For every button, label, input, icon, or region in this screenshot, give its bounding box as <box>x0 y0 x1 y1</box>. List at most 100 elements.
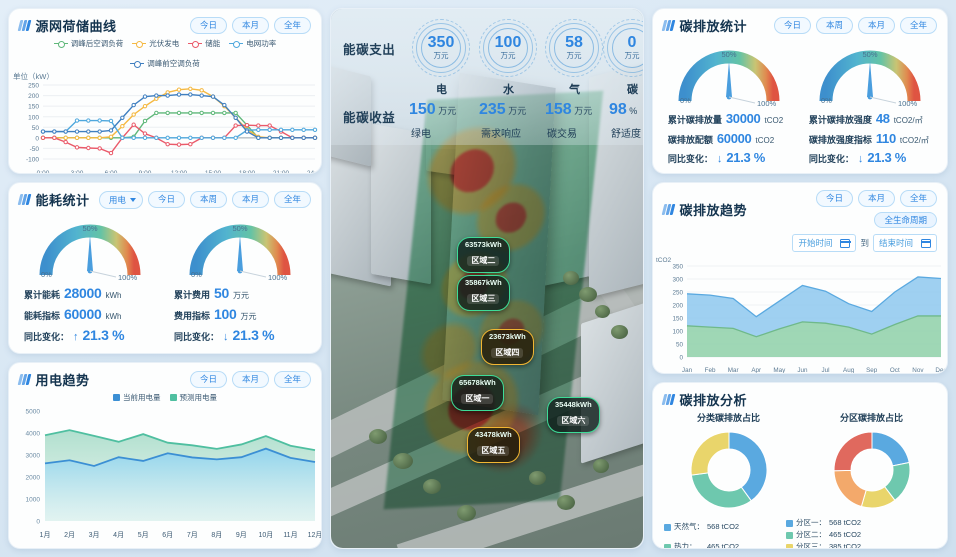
filter-week-button[interactable]: 本周 <box>189 191 227 208</box>
gauge-stat-value: 21.3 % <box>726 150 766 165</box>
svg-text:8月: 8月 <box>211 531 222 539</box>
svg-text:9:00: 9:00 <box>139 170 152 174</box>
title-bars-icon <box>661 394 675 405</box>
gauge-stat-unit: tCO2/㎡ <box>893 116 923 125</box>
tree <box>369 429 387 444</box>
svg-text:Aug: Aug <box>843 367 855 374</box>
filter-month-button[interactable]: 本月 <box>857 17 895 34</box>
filter-month-button[interactable]: 本月 <box>231 371 269 388</box>
expense-unit: 万元 <box>624 51 640 61</box>
filter-year-button[interactable]: 全年 <box>273 371 311 388</box>
zone-tag[interactable]: 65678kWh 区域一 <box>451 375 504 411</box>
expense-unit: 万元 <box>566 51 582 61</box>
panel-title: 碳排放趋势 <box>679 202 748 218</box>
start-time-input[interactable]: 开始时间 <box>792 234 857 253</box>
gauge-stats: 累计费用 50 万元 费用指标 100 万元 同比变化： ↓ 21.3 % <box>168 283 312 346</box>
legend-label: 调峰后空调负荷 <box>70 39 124 48</box>
svg-text:3:00: 3:00 <box>71 170 84 174</box>
city-block <box>581 294 643 464</box>
expense-ring: 100 万元 <box>479 19 537 77</box>
filter-today-button[interactable]: 今日 <box>189 371 227 388</box>
legend-item: 天然气： 568 tCO2 <box>664 518 739 537</box>
svg-text:12月: 12月 <box>308 531 322 539</box>
svg-text:5000: 5000 <box>26 409 41 416</box>
gauge-stat-label: 费用指标 <box>174 311 211 321</box>
legend-label: 分区三： <box>796 541 826 549</box>
zone-tag[interactable]: 23673kWh 区域四 <box>481 329 534 365</box>
svg-text:350: 350 <box>672 264 683 271</box>
legend-value: 568 tCO2 <box>707 521 740 531</box>
svg-text:250: 250 <box>672 290 683 297</box>
carbon-trend-chart: tCO2 0 50 100 150 200 250 300 350 Jan Feb Mar Apr May… <box>656 257 947 374</box>
zone-tag[interactable]: 43478kWh 区域五 <box>467 427 520 463</box>
svg-text:100%: 100% <box>757 99 777 108</box>
panel-title: 碳排放统计 <box>679 19 748 34</box>
trend-arrow-icon: ↑ <box>73 331 79 343</box>
filter-year-button[interactable]: 全年 <box>273 17 311 34</box>
end-time-input[interactable]: 结束时间 <box>872 234 937 253</box>
svg-text:50: 50 <box>32 125 40 132</box>
legend-label: 预测用电量 <box>179 393 218 402</box>
trend-legend: 当前用电量 预测用电量 <box>9 391 321 403</box>
building-3d-view[interactable]: 63573kWh 区域二 35867kWh 区域三 23673kWh 区域四 65678kW… <box>331 9 643 548</box>
expense-row-label: 能碳支出 <box>343 43 396 57</box>
zone-energy-value: 65678kWh <box>459 378 496 387</box>
income-value: 158 万元 <box>545 101 593 118</box>
income-row-label: 能碳收益 <box>343 111 396 125</box>
tree <box>579 287 597 302</box>
gauge-stat-unit: kWh <box>105 312 122 321</box>
tree <box>393 453 413 469</box>
legend-item: 热力： 465 tCO2 <box>664 538 740 549</box>
legend-item: 分区一： 568 tCO2 <box>786 518 861 529</box>
tree <box>593 459 609 473</box>
svg-text:100%: 100% <box>118 273 138 282</box>
legend-label: 天然气： <box>674 521 704 531</box>
zone-tag[interactable]: 63573kWh 区域二 <box>457 237 510 273</box>
filter-week-button[interactable]: 本周 <box>815 17 853 34</box>
filter-month-button[interactable]: 本月 <box>857 190 895 207</box>
calendar-icon <box>840 238 851 248</box>
legend-swatch-icon <box>188 41 203 48</box>
energy-type-select[interactable]: 用电 <box>98 190 143 209</box>
svg-text:9月: 9月 <box>236 531 247 539</box>
panel-carbon-statistics: 碳排放统计 今日 本周 本月 全年 50% 0% 100% 累计碳排放量 30000 tC… <box>652 8 948 174</box>
panel-toolbar: 用电 今日 本周 本月 全年 <box>98 190 311 209</box>
filter-today-button[interactable]: 今日 <box>147 191 185 208</box>
gauge-card: 50% 0% 100% 累计碳排放量 30000 tCO2 碳排放配额 60000 tCO2 同比… <box>662 41 797 168</box>
svg-text:0: 0 <box>679 355 683 362</box>
legend-label: 光伏发电 <box>149 39 180 48</box>
filter-year-button[interactable]: 全年 <box>899 190 937 207</box>
filter-lifecycle-button[interactable]: 全生命周期 <box>874 211 937 229</box>
gauge-stat-label: 同比变化： <box>24 332 70 342</box>
zone-name: 区域二 <box>467 255 500 267</box>
legend-swatch-icon <box>132 41 147 48</box>
gauge-card: 50% 0% 100% 累计碳排放强度 48 tCO2/㎡ 碳排放强度指标 110 tCO2/㎡… <box>803 41 938 168</box>
legend-item: 分区二： 465 tCO2 <box>786 530 861 541</box>
zone-name: 区域三 <box>467 293 500 305</box>
gauge-stat-row: 累计碳排放量 30000 tCO2 <box>668 109 797 129</box>
zone-tag[interactable]: 35867kWh 区域三 <box>457 275 510 311</box>
svg-text:-50: -50 <box>30 146 40 153</box>
gauge-stat-row: 能耗指标 60000 kWh <box>24 304 162 325</box>
gauge-stat-value: 48 <box>875 111 890 126</box>
filter-today-button[interactable]: 今日 <box>189 17 227 34</box>
gauge-stat-value: 110 <box>875 130 896 146</box>
gauge-dial: 50% 0% 100% <box>39 224 141 282</box>
gauge-dial: 50% 0% 100% <box>819 50 921 108</box>
filter-month-button[interactable]: 本月 <box>231 17 269 34</box>
legend-value: 465 tCO2 <box>707 541 740 549</box>
zone-tag[interactable]: 35448kWh 区域六 <box>547 397 600 433</box>
filter-today-button[interactable]: 今日 <box>815 190 853 207</box>
filter-year-button[interactable]: 全年 <box>899 17 937 34</box>
svg-text:1月: 1月 <box>40 531 51 539</box>
filter-year-button[interactable]: 全年 <box>273 191 311 208</box>
filter-month-button[interactable]: 本月 <box>231 191 269 208</box>
svg-text:0%: 0% <box>821 96 832 105</box>
svg-text:Jul: Jul <box>822 367 830 374</box>
panel-header: 用电趋势 今日 本月 全年 <box>9 363 321 391</box>
panel-toolbar: 今日 本周 本月 全年 <box>773 17 937 34</box>
svg-text:0%: 0% <box>191 270 202 279</box>
filter-today-button[interactable]: 今日 <box>773 17 811 34</box>
date-range-picker: 开始时间 到 结束时间 <box>653 234 947 253</box>
